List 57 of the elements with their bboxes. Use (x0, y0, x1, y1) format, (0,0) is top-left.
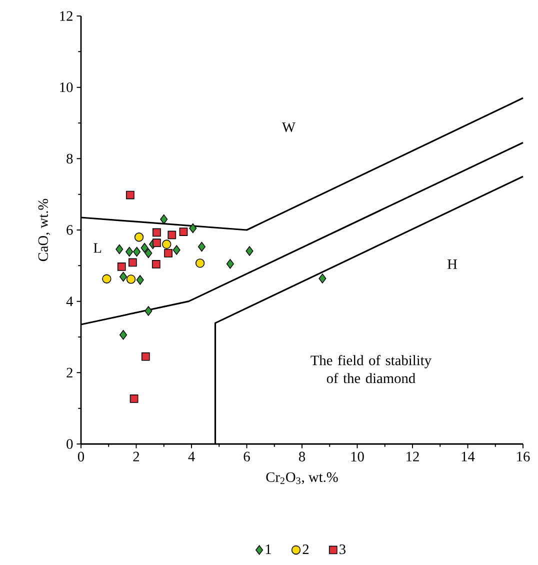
y-tick-label: 0 (66, 439, 73, 449)
legend-label: 3 (340, 544, 346, 554)
point (133, 246, 141, 257)
point (198, 242, 206, 252)
legend-label: 2 (302, 544, 309, 554)
point (136, 275, 144, 285)
annotation: H (448, 260, 458, 269)
legend-label: 1 (266, 544, 271, 554)
point (116, 244, 124, 254)
point (195, 258, 205, 268)
annotation: W (282, 122, 296, 132)
point (160, 214, 168, 224)
point (120, 330, 128, 340)
y-tick-label: 10 (60, 82, 73, 92)
y-tick-label: 6 (66, 225, 73, 235)
x-tick-label: 6 (244, 452, 250, 462)
y-axis-title: CaO, wt.% (38, 198, 50, 262)
point (126, 274, 136, 284)
y-tick-label: 2 (66, 368, 72, 378)
point (126, 246, 134, 257)
x-tick-label: 16 (517, 452, 530, 462)
x-tick-label: 0 (78, 452, 84, 462)
annotation: L (94, 243, 102, 253)
point (130, 394, 138, 403)
point (246, 246, 254, 256)
point (152, 238, 161, 248)
y-tick-label: 4 (66, 296, 74, 306)
point (120, 272, 128, 282)
point (318, 274, 326, 284)
point (226, 259, 234, 269)
point (141, 352, 150, 361)
x-axis-title: Cr$_{2}$O$_{3}$, wt.% (266, 472, 338, 484)
y-tick-label: 8 (66, 154, 73, 164)
x-tick-label: 2 (133, 452, 140, 462)
x-tick-label: 8 (298, 452, 306, 462)
point (168, 230, 176, 240)
point (128, 258, 137, 267)
point (164, 248, 172, 258)
x-tick-label: 12 (406, 452, 419, 462)
x-tick-label: 14 (462, 452, 475, 462)
x-tick-label: 10 (351, 452, 364, 462)
point (134, 232, 144, 242)
point (140, 242, 148, 253)
point (144, 248, 152, 258)
point (117, 262, 126, 271)
point (179, 228, 188, 236)
annotation: The field of stability of the diamond (310, 355, 432, 384)
point (172, 245, 180, 255)
point (162, 240, 172, 249)
point (126, 190, 134, 200)
x-tick-label: 4 (188, 452, 195, 462)
y-tick-label: 12 (60, 11, 72, 21)
point (152, 260, 160, 268)
point (189, 223, 197, 234)
point (144, 306, 152, 316)
point (152, 228, 161, 237)
point (102, 274, 112, 284)
